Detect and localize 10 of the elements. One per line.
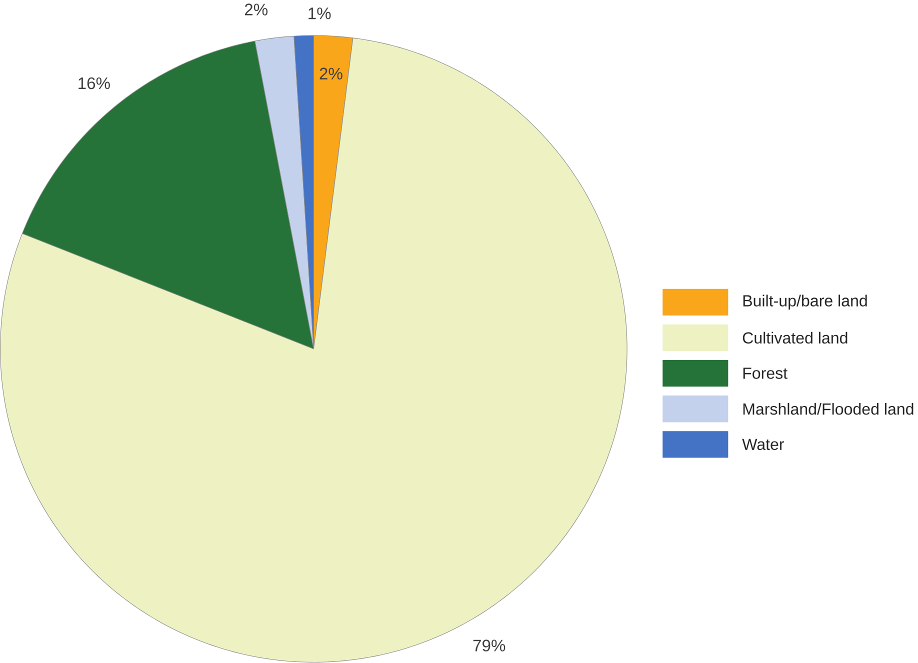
legend-label: Water bbox=[742, 439, 784, 450]
data-label: 79% bbox=[473, 640, 506, 652]
legend-label: Cultivated land bbox=[742, 332, 848, 344]
data-label: 2% bbox=[320, 68, 342, 80]
data-label: 2% bbox=[244, 4, 268, 16]
legend-label: Forest bbox=[743, 368, 788, 380]
legend-label: Built-up/bare land bbox=[743, 294, 867, 310]
data-label: 16% bbox=[78, 78, 110, 90]
legend-label: Marshland/Flooded land bbox=[743, 403, 914, 415]
data-label: 1% bbox=[308, 8, 331, 20]
